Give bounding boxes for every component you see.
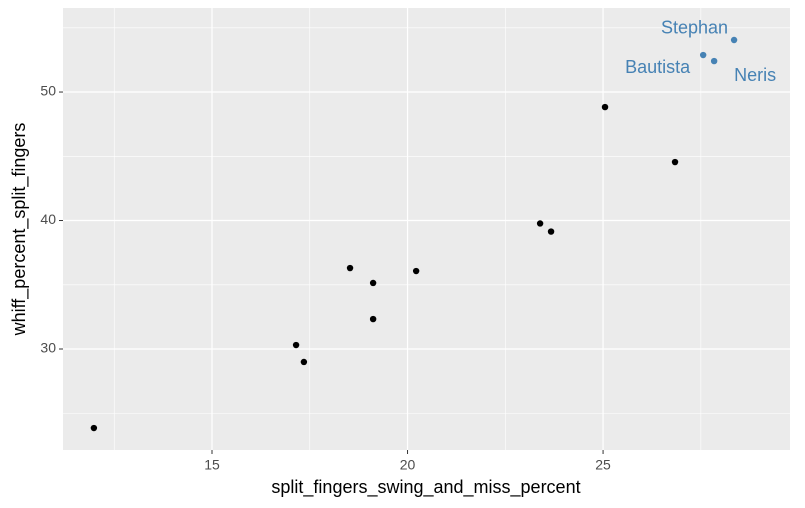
point [671, 158, 679, 166]
point [300, 358, 308, 366]
point [90, 424, 98, 432]
point [292, 341, 300, 349]
x-tick-label: 25 [595, 457, 611, 473]
point [369, 279, 377, 287]
point [369, 315, 377, 323]
point [547, 228, 555, 235]
point [346, 264, 354, 272]
point [710, 57, 718, 65]
point [412, 267, 420, 275]
point [699, 51, 707, 59]
point-label: Stephan [661, 18, 728, 38]
x-tick-label: 20 [400, 457, 416, 473]
y-tick-label: 40 [40, 211, 56, 227]
point [730, 36, 738, 44]
panel [63, 8, 790, 450]
point [601, 103, 609, 111]
y-tick-label: 30 [40, 340, 56, 356]
point-label: Neris [734, 65, 776, 85]
y-tick-label: 50 [40, 83, 56, 99]
y-axis-title: whiff_percent_split_fingers [9, 123, 30, 337]
point [536, 220, 544, 227]
point-label: Bautista [625, 57, 691, 77]
x-tick-label: 15 [204, 457, 220, 473]
x-axis-title: split_fingers_swing_and_miss_percent [271, 477, 580, 498]
